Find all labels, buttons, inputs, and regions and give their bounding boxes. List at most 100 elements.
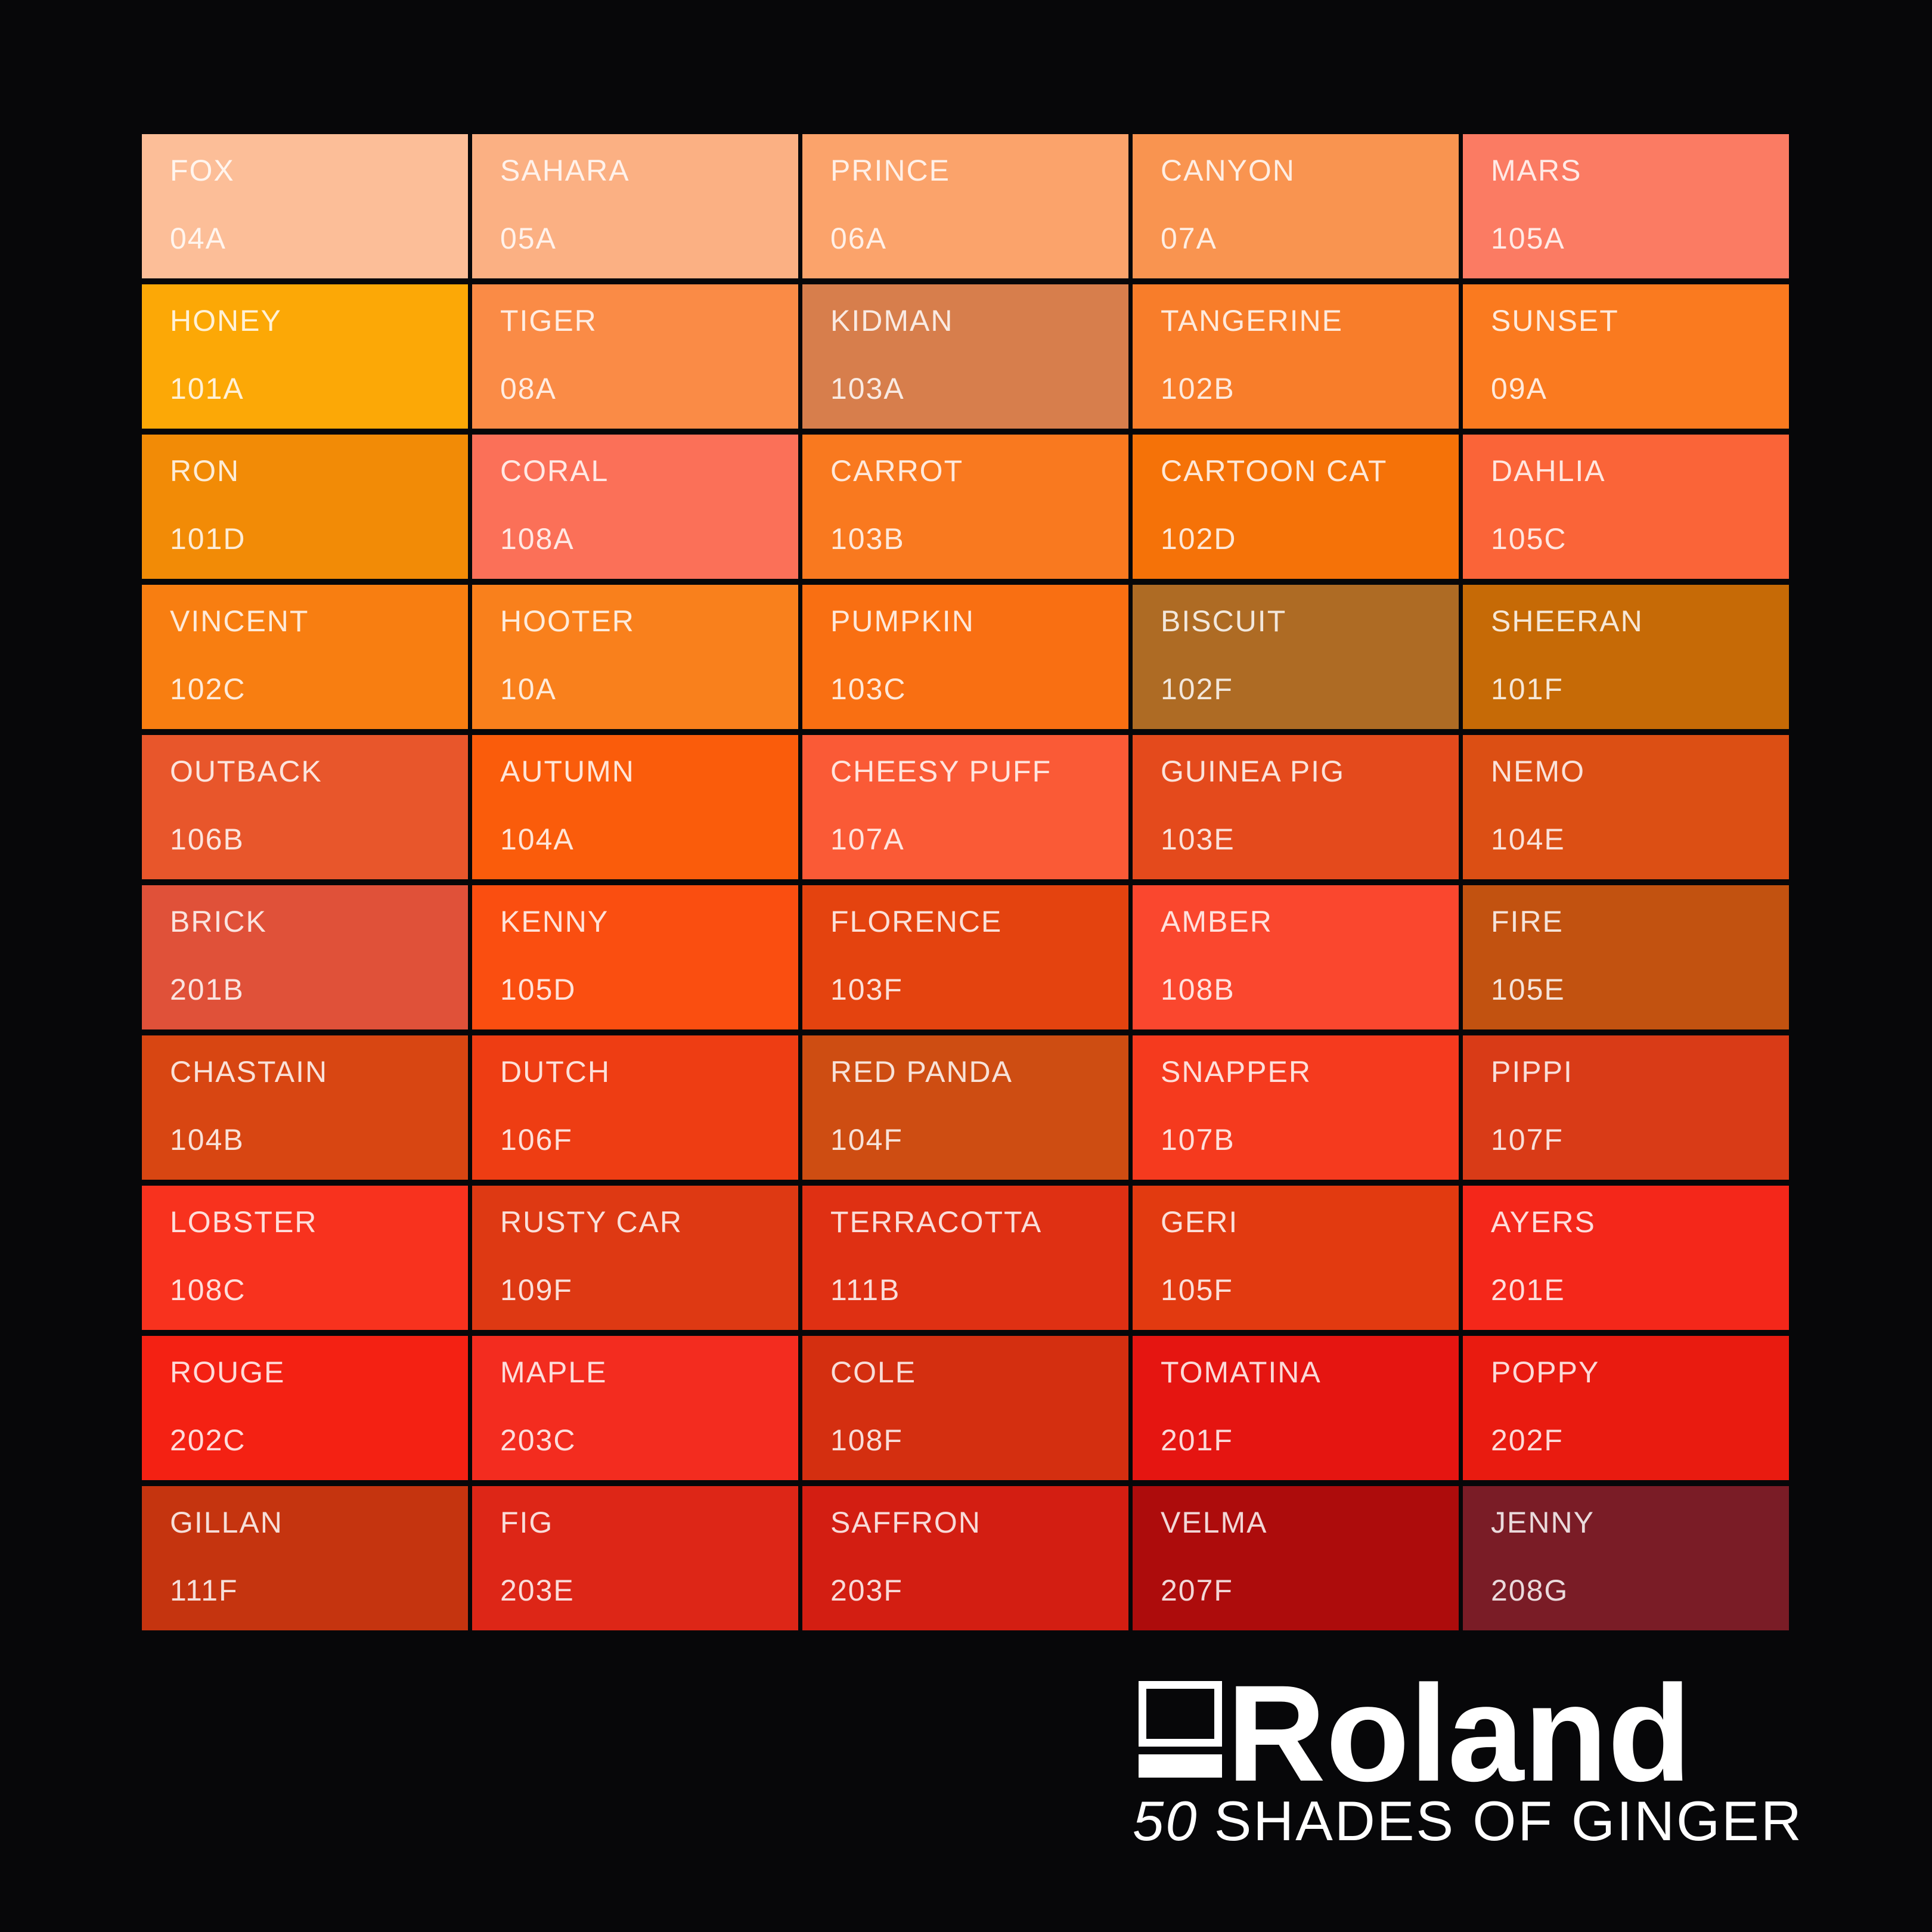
swatch-code: 102F xyxy=(1161,672,1233,706)
swatch-code: 201B xyxy=(170,973,244,1006)
swatch-cell: NEMO 104E xyxy=(1463,735,1789,879)
swatch-name: AMBER xyxy=(1161,905,1273,938)
swatch-name: AYERS xyxy=(1491,1205,1596,1239)
swatch-name: HOOTER xyxy=(500,604,635,638)
swatch-code: 108A xyxy=(500,522,575,556)
swatch-cell: FIG 203E xyxy=(472,1486,798,1630)
roland-icon-bar xyxy=(1139,1754,1222,1778)
swatch-code: 203E xyxy=(500,1574,575,1607)
swatch-code: 103E xyxy=(1161,823,1235,856)
swatch-cell: PUMPKIN 103C xyxy=(802,585,1128,729)
swatch-name: CANYON xyxy=(1161,154,1295,187)
swatch-cell: COLE 108F xyxy=(802,1336,1128,1480)
swatch-code: 202C xyxy=(170,1424,246,1457)
swatch-name: LOBSTER xyxy=(170,1205,318,1239)
swatch-name: CHEESY PUFF xyxy=(830,755,1052,788)
swatch-cell: CHEESY PUFF 107A xyxy=(802,735,1128,879)
swatch-name: VELMA xyxy=(1161,1506,1268,1539)
swatch-name: TIGER xyxy=(500,304,597,337)
swatch-cell: PRINCE 06A xyxy=(802,134,1128,278)
swatch-name: GERI xyxy=(1161,1205,1239,1239)
swatch-code: 09A xyxy=(1491,372,1548,405)
swatch-cell: FIRE 105E xyxy=(1463,885,1789,1029)
swatch-name: TOMATINA xyxy=(1161,1356,1322,1389)
swatch-code: 105D xyxy=(500,973,576,1006)
swatch-code: 103A xyxy=(830,372,905,405)
swatch-code: 203F xyxy=(830,1574,903,1607)
swatch-code: 105A xyxy=(1491,222,1565,255)
swatch-cell: KIDMAN 103A xyxy=(802,284,1128,429)
swatch-cell: POPPY 202F xyxy=(1463,1336,1789,1480)
swatch-code: 111B xyxy=(830,1273,901,1307)
swatch-code: 107F xyxy=(1491,1123,1564,1156)
swatch-cell: MAPLE 203C xyxy=(472,1336,798,1480)
swatch-code: 104B xyxy=(170,1123,244,1156)
swatch-cell: RON 101D xyxy=(142,435,468,579)
swatch-code: 102D xyxy=(1161,522,1237,556)
swatch-cell: AMBER 108B xyxy=(1133,885,1459,1029)
swatch-cell: RED PANDA 104F xyxy=(802,1035,1128,1180)
swatch-cell: JENNY 208G xyxy=(1463,1486,1789,1630)
swatch-cell: SAFFRON 203F xyxy=(802,1486,1128,1630)
poster-title-text: SHADES OF GINGER xyxy=(1214,1790,1803,1852)
swatch-name: TANGERINE xyxy=(1161,304,1343,337)
swatch-name: CARTOON CAT xyxy=(1161,454,1388,488)
swatch-name: RON xyxy=(170,454,240,488)
swatch-cell: OUTBACK 106B xyxy=(142,735,468,879)
swatch-name: RED PANDA xyxy=(830,1055,1013,1089)
swatch-code: 04A xyxy=(170,222,227,255)
swatch-cell: AYERS 201E xyxy=(1463,1186,1789,1330)
swatch-code: 07A xyxy=(1161,222,1217,255)
swatch-name: AUTUMN xyxy=(500,755,635,788)
swatch-cell: GERI 105F xyxy=(1133,1186,1459,1330)
swatch-code: 106B xyxy=(170,823,244,856)
swatch-name: KIDMAN xyxy=(830,304,954,337)
swatch-code: 208G xyxy=(1491,1574,1569,1607)
swatch-cell: SUNSET 09A xyxy=(1463,284,1789,429)
swatch-cell: BISCUIT 102F xyxy=(1133,585,1459,729)
swatch-cell: LOBSTER 108C xyxy=(142,1186,468,1330)
swatch-cell: ROUGE 202C xyxy=(142,1336,468,1480)
swatch-code: 201E xyxy=(1491,1273,1565,1307)
poster-title: 50 SHADES OF GINGER xyxy=(1133,1793,1803,1849)
swatch-name: FIG xyxy=(500,1506,554,1539)
swatch-name: DAHLIA xyxy=(1491,454,1606,488)
swatch-cell: CANYON 07A xyxy=(1133,134,1459,278)
swatch-cell: FLORENCE 103F xyxy=(802,885,1128,1029)
swatch-name: ROUGE xyxy=(170,1356,286,1389)
swatch-name: MAPLE xyxy=(500,1356,607,1389)
swatch-code: 207F xyxy=(1161,1574,1233,1607)
swatch-code: 103B xyxy=(830,522,905,556)
swatch-name: BISCUIT xyxy=(1161,604,1287,638)
swatch-code: 105E xyxy=(1491,973,1565,1006)
swatch-code: 101A xyxy=(170,372,244,405)
swatch-name: COLE xyxy=(830,1356,917,1389)
swatch-name: GUINEA PIG xyxy=(1161,755,1345,788)
swatch-name: PUMPKIN xyxy=(830,604,975,638)
swatch-code: 104E xyxy=(1491,823,1565,856)
swatch-cell: CORAL 108A xyxy=(472,435,798,579)
swatch-name: NEMO xyxy=(1491,755,1585,788)
swatch-code: 10A xyxy=(500,672,557,706)
roland-icon-frame xyxy=(1139,1681,1222,1747)
brand-wordmark: Roland xyxy=(1227,1657,1692,1810)
swatch-cell: SNAPPER 107B xyxy=(1133,1035,1459,1180)
swatch-name: BRICK xyxy=(170,905,267,938)
swatch-code: 101D xyxy=(170,522,246,556)
swatch-name: JENNY xyxy=(1491,1506,1595,1539)
swatch-name: FIRE xyxy=(1491,905,1564,938)
swatch-name: SHEERAN xyxy=(1491,604,1643,638)
swatch-cell: TIGER 08A xyxy=(472,284,798,429)
swatch-name: TERRACOTTA xyxy=(830,1205,1043,1239)
poster-title-number: 50 xyxy=(1133,1790,1199,1852)
swatch-cell: CARROT 103B xyxy=(802,435,1128,579)
swatch-cell: AUTUMN 104A xyxy=(472,735,798,879)
swatch-name: FOX xyxy=(170,154,235,187)
swatch-cell: GILLAN 111F xyxy=(142,1486,468,1630)
swatch-code: 201F xyxy=(1161,1424,1233,1457)
swatch-name: SAFFRON xyxy=(830,1506,981,1539)
swatch-cell: TOMATINA 201F xyxy=(1133,1336,1459,1480)
swatch-name: CORAL xyxy=(500,454,609,488)
swatch-name: PRINCE xyxy=(830,154,950,187)
